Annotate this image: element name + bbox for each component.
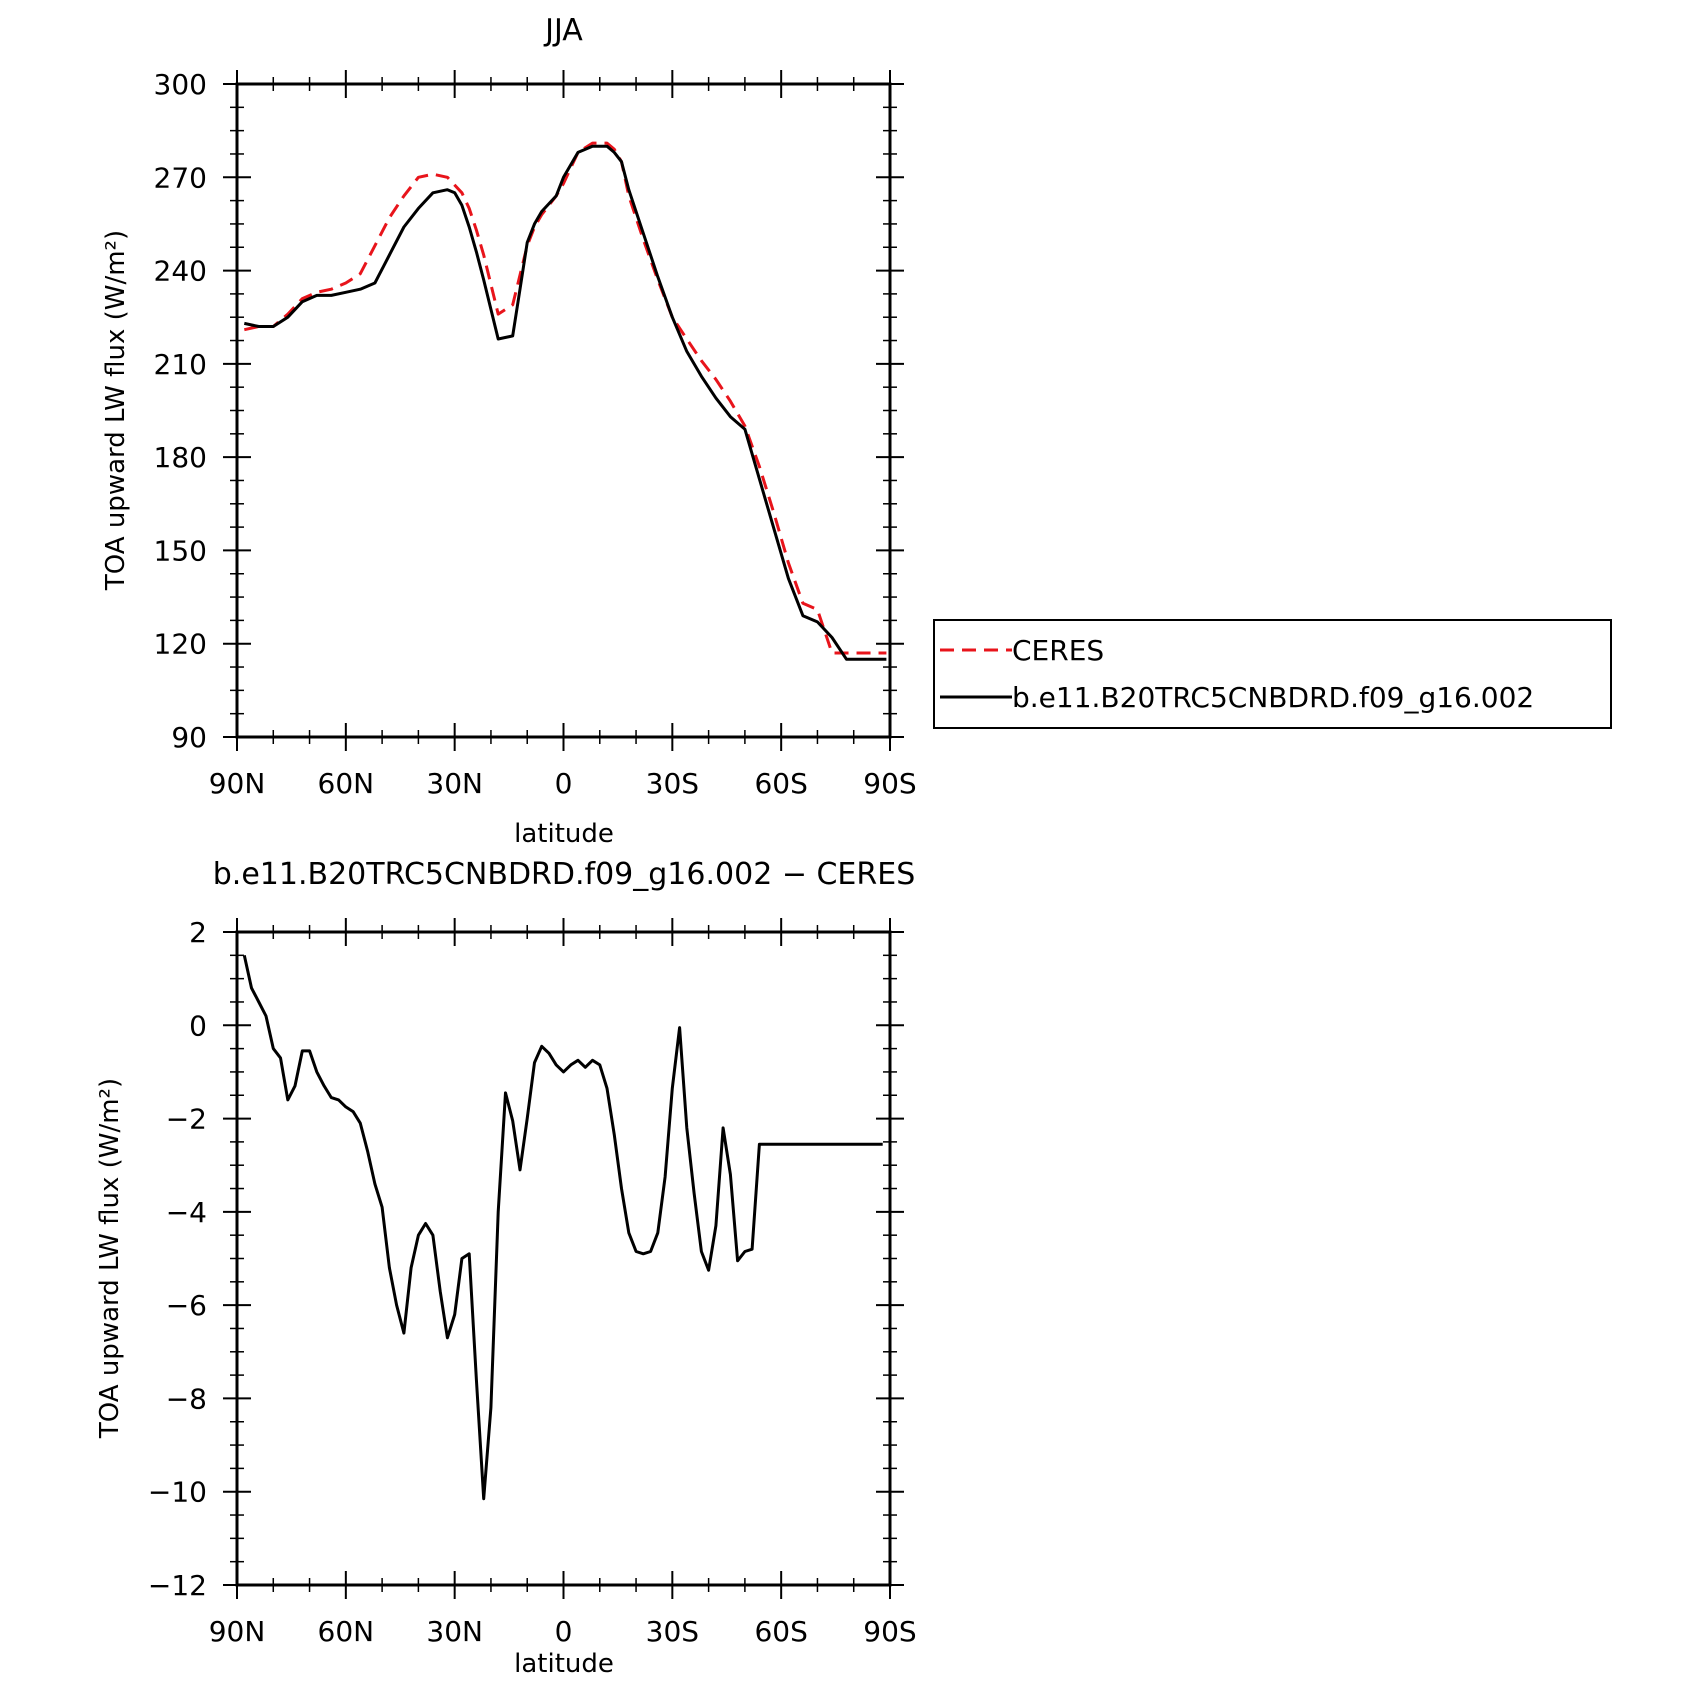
y-tick-label: 120 bbox=[154, 628, 207, 661]
series-line-b-e11-b20trc5cnbdrd-f09-g16-002 bbox=[243, 144, 887, 661]
x-tick-label: 90N bbox=[209, 1615, 266, 1648]
legend-label-model: b.e11.B20TRC5CNBDRD.f09_g16.002 bbox=[1012, 681, 1534, 714]
y-tick-label: 90 bbox=[171, 721, 207, 754]
y-tick-label: −8 bbox=[166, 1382, 207, 1415]
top-chart-x-axis: 90N 60N 30N 0 30S 60S 90S bbox=[209, 70, 917, 800]
y-tick-label: −4 bbox=[166, 1196, 207, 1229]
bottom-chart-title: b.e11.B20TRC5CNBDRD.f09_g16.002 − CERES bbox=[213, 857, 915, 892]
y-tick-label: −12 bbox=[148, 1569, 207, 1602]
x-tick-label: 30S bbox=[646, 767, 699, 800]
top-chart-series bbox=[243, 141, 887, 661]
x-tick-label: 30S bbox=[646, 1615, 699, 1648]
bottom-chart-x-axis: 90N 60N 30N 0 30S 60S 90S bbox=[209, 918, 917, 1648]
bottom-chart: b.e11.B20TRC5CNBDRD.f09_g16.002 − CERES … bbox=[95, 857, 917, 1679]
y-tick-label: 2 bbox=[189, 916, 207, 949]
y-tick-label: 150 bbox=[154, 534, 207, 567]
bottom-chart-series bbox=[242, 954, 883, 1501]
series-line-ceres bbox=[243, 141, 887, 655]
x-tick-label: 30N bbox=[426, 1615, 483, 1648]
x-tick-label: 0 bbox=[555, 1615, 573, 1648]
y-tick-label: −10 bbox=[148, 1476, 207, 1509]
x-tick-label: 90S bbox=[863, 1615, 916, 1648]
top-chart-x-axis-title: latitude bbox=[514, 819, 614, 849]
x-tick-label: 0 bbox=[555, 767, 573, 800]
top-chart: JJA 90 120 150 180 210 240 270 300 90N 60N 30N 0 30… bbox=[101, 13, 1612, 849]
y-tick-label: 0 bbox=[189, 1009, 207, 1042]
bottom-chart-plot-frame bbox=[235, 930, 892, 1587]
y-tick-label: 240 bbox=[154, 255, 207, 288]
top-chart-title: JJA bbox=[543, 13, 583, 48]
top-chart-y-axis-title: TOA upward LW flux (W/m²) bbox=[101, 230, 131, 591]
series-line-difference bbox=[242, 954, 883, 1501]
y-tick-label: −6 bbox=[166, 1289, 207, 1322]
bottom-chart-y-axis-title: TOA upward LW flux (W/m²) bbox=[95, 1078, 125, 1439]
x-tick-label: 90S bbox=[863, 767, 916, 800]
legend-box bbox=[933, 619, 1612, 729]
x-tick-label: 60N bbox=[318, 767, 375, 800]
x-tick-label: 30N bbox=[426, 767, 483, 800]
x-tick-label: 90N bbox=[209, 767, 266, 800]
y-tick-label: −2 bbox=[166, 1103, 207, 1136]
x-tick-label: 60S bbox=[754, 767, 807, 800]
y-tick-label: 300 bbox=[154, 68, 207, 101]
x-tick-label: 60N bbox=[318, 1615, 375, 1648]
x-tick-label: 60S bbox=[754, 1615, 807, 1648]
top-chart-y-axis: 90 120 150 180 210 240 270 300 bbox=[154, 68, 904, 754]
bottom-chart-y-axis: −12 −10 −8 −6 −4 −2 0 2 bbox=[148, 916, 904, 1602]
legend-label-ceres: CERES bbox=[1012, 634, 1104, 667]
y-tick-label: 270 bbox=[154, 161, 207, 194]
bottom-chart-x-axis-title: latitude bbox=[514, 1649, 614, 1679]
top-chart-legend: CERES b.e11.B20TRC5CNBDRD.f09_g16.002 bbox=[933, 619, 1612, 729]
y-tick-label: 180 bbox=[154, 441, 207, 474]
y-tick-label: 210 bbox=[154, 348, 207, 381]
